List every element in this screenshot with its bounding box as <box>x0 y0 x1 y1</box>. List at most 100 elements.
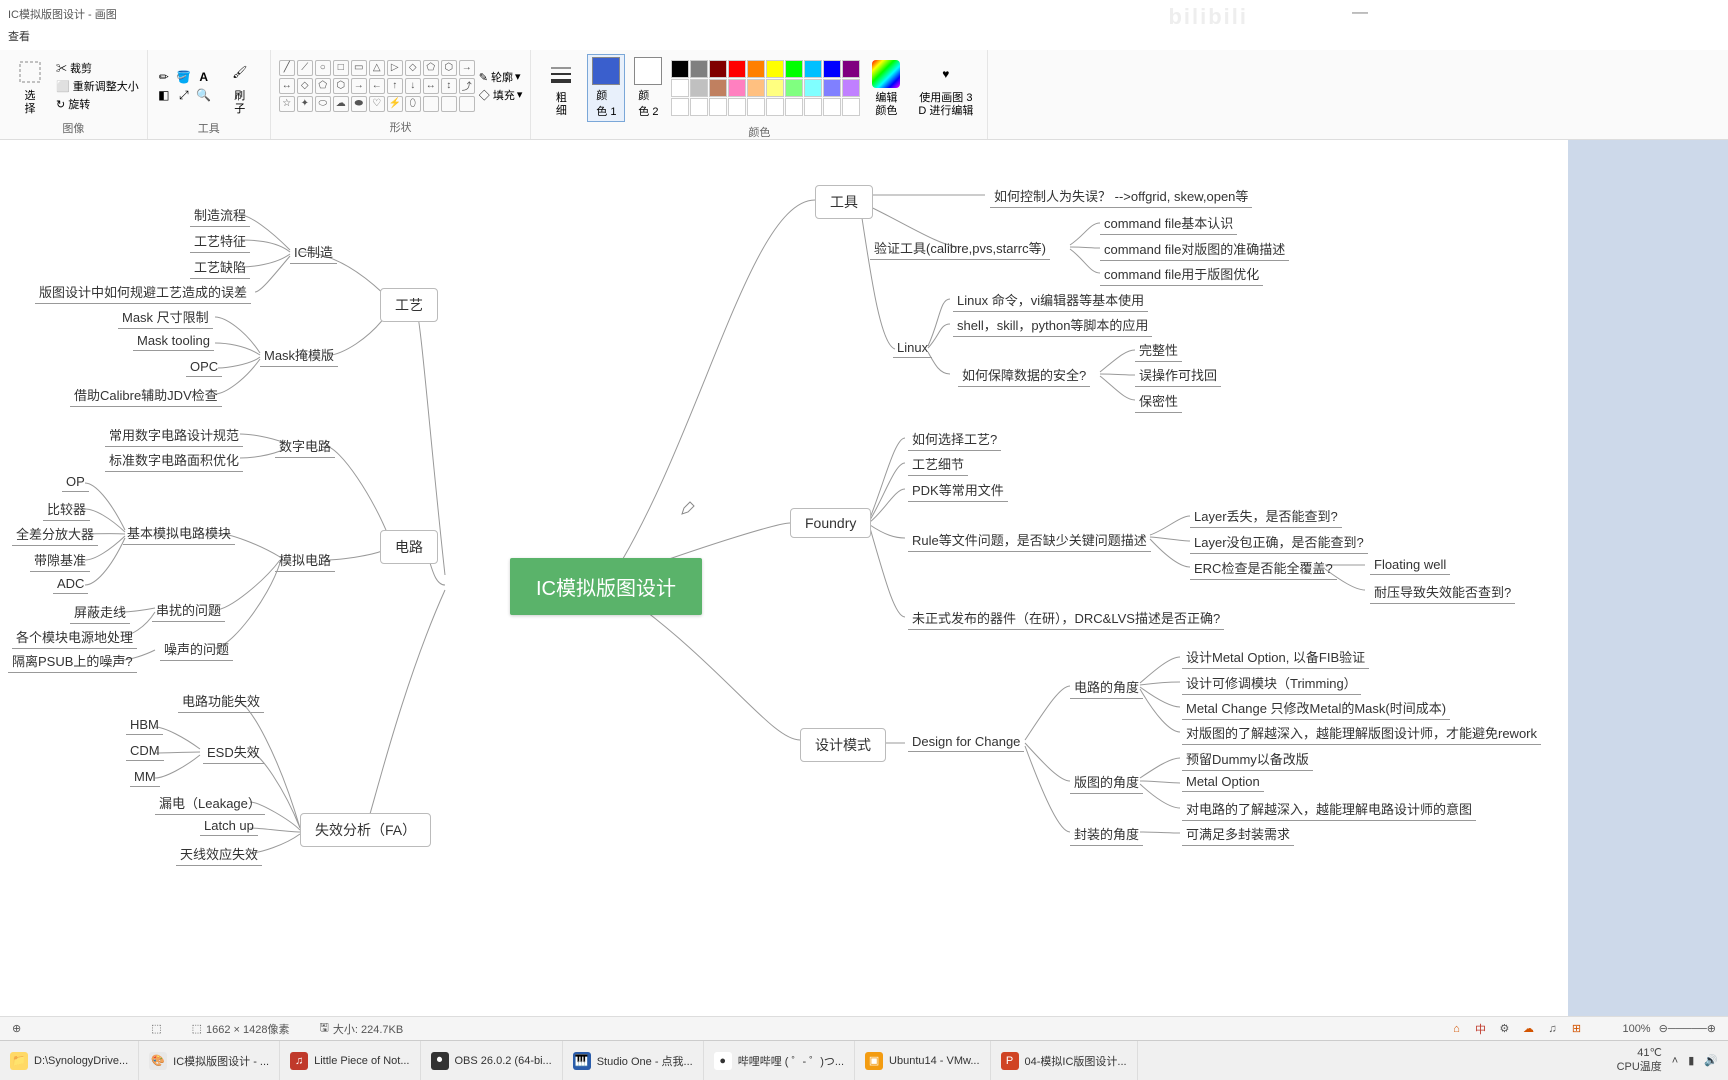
dropper-icon[interactable]: ⤢ <box>176 87 192 103</box>
tray-icon[interactable]: ♫ <box>1544 1021 1560 1037</box>
color-cell[interactable] <box>785 60 803 78</box>
zoom-slider[interactable]: ⊖─────⊕ <box>1659 1022 1716 1035</box>
color-cell[interactable] <box>671 98 689 116</box>
color-cell[interactable] <box>842 79 860 97</box>
leaf: 封装的角度 <box>1070 822 1143 846</box>
taskbar-item[interactable]: 📁D:\SynologyDrive... <box>0 1041 139 1080</box>
paint3d-icon: ♥ <box>930 58 962 90</box>
color-cell[interactable] <box>823 60 841 78</box>
leaf: PDK等常用文件 <box>908 478 1008 502</box>
thickness-button[interactable]: 粗 细 <box>539 56 583 120</box>
color-cell[interactable] <box>747 60 765 78</box>
fill-icon[interactable]: 🪣 <box>176 69 192 85</box>
color-cell[interactable] <box>709 98 727 116</box>
title-bar: IC模拟版图设计 - 画图 bilibili — <box>0 0 1728 28</box>
taskbar-item[interactable]: ▣ Ubuntu14 - VMw... <box>855 1041 991 1080</box>
canvas[interactable]: IC模拟版图设计 工具 工艺 电路 Foundry 失效分析（FA） 设计模式 … <box>0 140 1728 1016</box>
leaf: 如何选择工艺? <box>908 427 1001 451</box>
color-cell[interactable] <box>690 60 708 78</box>
branch-gongju: 工具 <box>815 185 873 219</box>
leaf: 模拟电路 <box>275 548 335 572</box>
color-cell[interactable] <box>766 79 784 97</box>
leaf: 带隙基准 <box>30 548 90 572</box>
tray-icon[interactable]: ⊞ <box>1568 1021 1584 1037</box>
taskbar-item[interactable]: ●哔哩哔哩 ( ゜- ゜)つ... <box>704 1041 855 1080</box>
color-cell[interactable] <box>804 60 822 78</box>
color-cell[interactable] <box>823 98 841 116</box>
rotate-button[interactable]: ↻ 旋转 <box>56 96 139 112</box>
brush-button[interactable]: 🖌 刷 子 <box>218 54 262 118</box>
leaf: HBM <box>126 715 163 735</box>
color-cell[interactable] <box>728 98 746 116</box>
tray-up-icon[interactable]: ˄ <box>1672 1055 1678 1067</box>
color-cell[interactable] <box>709 79 727 97</box>
color-cell[interactable] <box>690 98 708 116</box>
color-cell[interactable] <box>690 79 708 97</box>
ribbon-group-shapes: ╱⟋○□▭△▷◇⬠⬡→ ↔◇⬠⬡→←↑↓↔↕⤴ ☆✦⬭☁⬬♡⚡⬯ ✎ 轮廓 ▾ … <box>271 50 532 139</box>
color-cell[interactable] <box>785 79 803 97</box>
taskbar-item[interactable]: 🎨IC模拟版图设计 - ... <box>139 1041 280 1080</box>
leaf: 可满足多封装需求 <box>1182 822 1294 846</box>
crop-button[interactable]: ✂ 裁剪 <box>56 60 139 76</box>
battery-icon[interactable]: ▮ <box>1688 1054 1694 1067</box>
color-cell[interactable] <box>823 79 841 97</box>
color-cell[interactable] <box>842 60 860 78</box>
leaf: 工艺特征 <box>190 229 250 253</box>
color-palette[interactable] <box>671 60 860 116</box>
color-cell[interactable] <box>709 60 727 78</box>
system-tray: 41℃ CPU温度 ˄ ▮ 🔊 <box>1617 1041 1728 1080</box>
leaf: 全差分放大器 <box>12 522 98 546</box>
shape-gallery[interactable]: ╱⟋○□▭△▷◇⬠⬡→ ↔◇⬠⬡→←↑↓↔↕⤴ ☆✦⬭☁⬬♡⚡⬯ <box>279 60 475 112</box>
branch-dianlu: 电路 <box>380 530 438 564</box>
color2-button[interactable]: 颜 色 2 <box>629 54 667 122</box>
color-cell[interactable] <box>671 60 689 78</box>
tray-icon[interactable]: 中 <box>1472 1021 1488 1037</box>
taskbar-item[interactable]: P04-模拟IC版图设计... <box>991 1041 1138 1080</box>
taskbar-item[interactable]: ♫Little Piece of Not... <box>280 1041 420 1080</box>
task-icon: 🎹 <box>573 1052 591 1070</box>
color-cell[interactable] <box>747 98 765 116</box>
status-bar: ⊕ ⬚ ⬚1662 × 1428像素 🖫大小: 224.7KB ⌂ 中 ⚙ ☁ … <box>0 1016 1728 1040</box>
color-cell[interactable] <box>766 60 784 78</box>
color1-button[interactable]: 颜 色 1 <box>587 54 625 122</box>
branch-gongyi: 工艺 <box>380 288 438 322</box>
leaf: Linux 命令，vi编辑器等基本使用 <box>953 288 1148 312</box>
resize-button[interactable]: ⬜ 重新调整大小 <box>56 78 139 94</box>
menu-view[interactable]: 查看 <box>8 31 30 43</box>
ribbon: 选 择 ✂ 裁剪 ⬜ 重新调整大小 ↻ 旋转 图像 ✏ 🪣 A ◧ ⤢ 🔍 🖌 … <box>0 50 1728 140</box>
color-cell[interactable] <box>842 98 860 116</box>
fill-button[interactable]: ◇ 填充 ▾ <box>479 87 523 103</box>
color-cell[interactable] <box>804 98 822 116</box>
leaf: command file基本认识 <box>1100 211 1237 235</box>
color-cell[interactable] <box>671 79 689 97</box>
edit-colors-button[interactable]: 编辑 颜色 <box>864 56 908 120</box>
task-label: Little Piece of Not... <box>314 1055 409 1067</box>
color-cell[interactable] <box>766 98 784 116</box>
color-cell[interactable] <box>728 60 746 78</box>
tray-icon[interactable]: ☁ <box>1520 1021 1536 1037</box>
task-icon: ▣ <box>865 1052 883 1070</box>
paint3d-button[interactable]: ♥ 使用画图 3 D 进行编辑 <box>912 56 979 120</box>
leaf: 基本模拟电路模块 <box>123 521 235 545</box>
leaf: Mask tooling <box>133 331 214 351</box>
color-cell[interactable] <box>747 79 765 97</box>
select-button[interactable]: 选 择 <box>8 54 52 118</box>
leaf: OP <box>62 472 89 492</box>
volume-icon[interactable]: 🔊 <box>1704 1054 1718 1067</box>
task-label: Ubuntu14 - VMw... <box>889 1055 980 1067</box>
leaf: Layer丢失，是否能查到? <box>1190 504 1342 528</box>
taskbar-item[interactable]: 🎹Studio One - 点我... <box>563 1041 704 1080</box>
tray-icon[interactable]: ⚙ <box>1496 1021 1512 1037</box>
leaf: 噪声的问题 <box>160 637 233 661</box>
outline-button[interactable]: ✎ 轮廓 ▾ <box>479 69 523 85</box>
zoom-icon[interactable]: 🔍 <box>196 87 212 103</box>
taskbar-item[interactable]: ⏺OBS 26.0.2 (64-bi... <box>421 1041 563 1080</box>
minimize-button[interactable]: — <box>1352 4 1368 22</box>
eraser-icon[interactable]: ◧ <box>156 87 172 103</box>
color-cell[interactable] <box>785 98 803 116</box>
color-cell[interactable] <box>728 79 746 97</box>
pencil-icon[interactable]: ✏ <box>156 69 172 85</box>
color-cell[interactable] <box>804 79 822 97</box>
text-icon[interactable]: A <box>196 69 212 85</box>
tray-icon[interactable]: ⌂ <box>1448 1021 1464 1037</box>
